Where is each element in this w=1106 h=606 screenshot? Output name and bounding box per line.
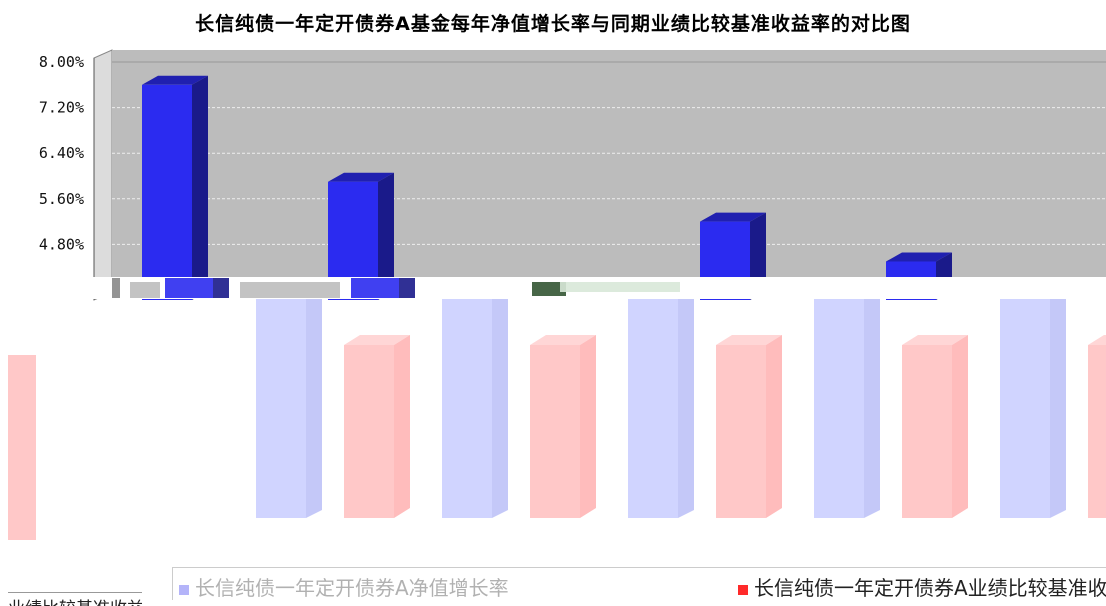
ghost-bar-blue	[1000, 290, 1050, 518]
ghost-chart	[8, 282, 1106, 540]
artifact-fragment	[112, 278, 120, 298]
ghost-bar-red-side	[580, 335, 596, 518]
ghost-bar-blue	[442, 290, 492, 518]
artifact-fragment	[240, 282, 340, 298]
artifact-fragment	[351, 278, 399, 298]
ghost-bar-red-top	[344, 335, 410, 345]
ghost-bar-blue-side	[678, 282, 694, 518]
gridlines	[112, 61, 1106, 245]
plot-side-wall	[93, 49, 113, 301]
legend-label-benchmark: 长信纯债一年定开债券A业绩比较基准收益率	[754, 576, 1106, 600]
bar-top-face	[886, 252, 952, 262]
legend-label-net-value: 长信纯债一年定开债券A净值增长率	[195, 576, 509, 600]
artifact-fragment	[560, 282, 680, 292]
artifact-fragment	[165, 278, 213, 298]
ghost-bar-red	[530, 345, 580, 518]
ghost-bar-red-top	[716, 335, 782, 345]
plot-background	[112, 50, 1106, 292]
ghost-bar-red-top	[902, 335, 968, 345]
bar-side-face	[378, 172, 394, 300]
ghost-bar-red	[716, 345, 766, 518]
ghost-bar-red-side	[766, 335, 782, 518]
ghost-bar-red-top	[1088, 335, 1106, 345]
artifact-fragment	[213, 278, 229, 298]
legend-swatch-benchmark	[738, 584, 748, 595]
ghost-bar-red-top	[530, 335, 596, 345]
y-tick-label: 7.20%	[39, 99, 84, 117]
ghost-bar-blue-side	[1050, 282, 1066, 518]
ghost-bar-blue	[628, 290, 678, 518]
ghost-bar-red	[902, 345, 952, 518]
y-tick-labels: 8.00%7.20%6.40%5.60%4.80%4.00%	[39, 53, 84, 299]
legend-item-benchmark: 长信纯债一年定开债券A业绩比较基准收益率	[738, 572, 1106, 600]
y-tick-label: 4.80%	[39, 235, 84, 253]
artifact-fragment	[130, 282, 160, 298]
ghost-bar-red	[344, 345, 394, 518]
artifact-fragments	[112, 278, 680, 298]
legend-item-net-value: 长信纯债一年定开债券A净值增长率	[179, 572, 509, 600]
bars-primary	[142, 75, 952, 300]
ghost-bar-red	[1088, 345, 1106, 518]
bar-side-face	[192, 75, 208, 300]
stray-text-fragment: 业绩比较基准收益率	[8, 592, 142, 606]
ghost-bar-blue-side	[492, 282, 508, 518]
ghost-bar-red-side	[952, 335, 968, 518]
artifact-fragment	[532, 282, 566, 296]
ghost-bar-blue-side	[864, 282, 880, 518]
y-tick-label: 8.00%	[39, 53, 84, 71]
bar-top-face	[700, 212, 766, 222]
ghost-bar-red-edge	[8, 355, 36, 540]
ghost-bar-blue	[814, 290, 864, 518]
ghost-bar-red-side	[394, 335, 410, 518]
y-tick-label: 5.60%	[39, 190, 84, 208]
ghost-bar-blue-side	[306, 282, 322, 518]
chart-title: 长信纯债一年定开债券A基金每年净值增长率与同期业绩比较基准收益率的对比图	[195, 13, 911, 35]
ghost-bar-blue	[256, 290, 306, 518]
legend-swatch-net-value	[179, 584, 189, 595]
bar-net-value	[142, 84, 192, 300]
bar-top-face	[142, 75, 208, 85]
bar-top-face	[328, 172, 394, 182]
y-tick-label: 6.40%	[39, 144, 84, 162]
chart-legend: 长信纯债一年定开债券A净值增长率 长信纯债一年定开债券A业绩比较基准收益率	[172, 567, 1106, 600]
artifact-fragment	[399, 278, 415, 298]
